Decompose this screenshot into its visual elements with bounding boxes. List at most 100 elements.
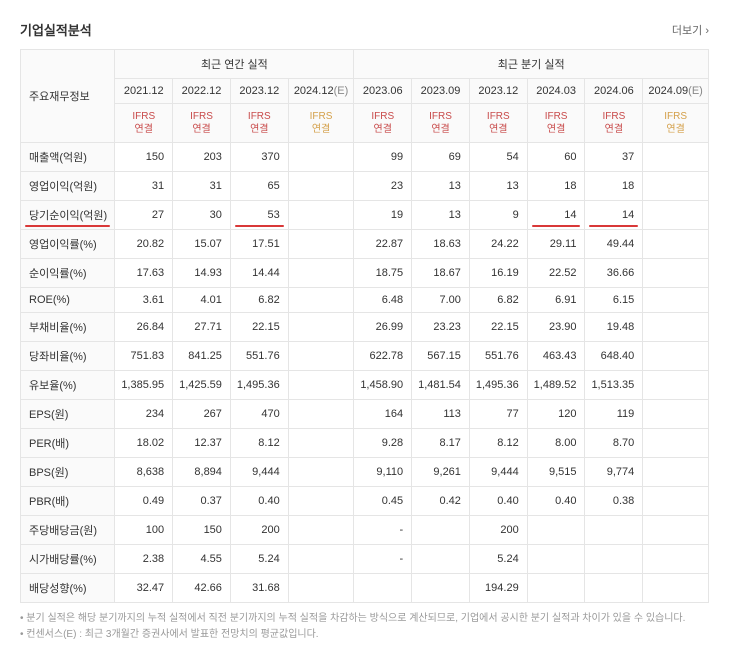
value-cell: 23 — [354, 172, 412, 201]
ifrs-cell: IFRS연결 — [527, 104, 585, 143]
value-cell: 3.61 — [115, 288, 173, 313]
value-cell: 26.99 — [354, 313, 412, 342]
value-cell: 26.84 — [115, 313, 173, 342]
value-cell: 9 — [469, 201, 527, 230]
row-label: 당기순이익(억원) — [21, 201, 115, 230]
table-body: 매출액(억원)1502033709969546037영업이익(억원)313165… — [21, 143, 709, 603]
value-cell: 150 — [173, 516, 231, 545]
value-cell: 4.01 — [173, 288, 231, 313]
value-cell — [643, 230, 709, 259]
value-cell — [288, 458, 354, 487]
value-cell: 18 — [527, 172, 585, 201]
value-cell — [288, 400, 354, 429]
value-cell — [585, 545, 643, 574]
value-cell: 20.82 — [115, 230, 173, 259]
row-label: PER(배) — [21, 429, 115, 458]
value-cell: 49.44 — [585, 230, 643, 259]
value-cell: 14.44 — [230, 259, 288, 288]
value-cell — [643, 429, 709, 458]
main-header: 주요재무정보 — [21, 50, 115, 143]
value-cell — [288, 574, 354, 603]
value-cell: 6.82 — [230, 288, 288, 313]
value-cell: 22.15 — [469, 313, 527, 342]
value-cell: 18.63 — [412, 230, 470, 259]
value-cell: 6.82 — [469, 288, 527, 313]
value-cell: 18 — [585, 172, 643, 201]
value-cell: 9,261 — [412, 458, 470, 487]
row-label: 순이익률(%) — [21, 259, 115, 288]
period-cell: 2024.09(E) — [643, 79, 709, 104]
value-cell: 1,495.36 — [469, 371, 527, 400]
table-row: 부채비율(%)26.8427.7122.1526.9923.2322.1523.… — [21, 313, 709, 342]
financial-table: 주요재무정보 최근 연간 실적 최근 분기 실적 2021.122022.12 2… — [20, 49, 709, 603]
table-row: PER(배)18.0212.378.129.288.178.128.008.70 — [21, 429, 709, 458]
value-cell: 113 — [412, 400, 470, 429]
value-cell: 370 — [230, 143, 288, 172]
ifrs-cell: IFRS연결 — [173, 104, 231, 143]
value-cell: 648.40 — [585, 342, 643, 371]
value-cell: 100 — [115, 516, 173, 545]
period-cell: 2023.06 — [354, 79, 412, 104]
value-cell: 9,515 — [527, 458, 585, 487]
value-cell — [643, 201, 709, 230]
value-cell: 8.70 — [585, 429, 643, 458]
value-cell: 42.66 — [173, 574, 231, 603]
row-label: EPS(원) — [21, 400, 115, 429]
footnote-line: 분기 실적은 해당 분기까지의 누적 실적에서 직전 분기까지의 누적 실적을 … — [20, 611, 709, 627]
period-cell: 2021.12 — [115, 79, 173, 104]
value-cell: 0.40 — [527, 487, 585, 516]
ifrs-cell: IFRS연결 — [412, 104, 470, 143]
row-label: BPS(원) — [21, 458, 115, 487]
value-cell: 8.00 — [527, 429, 585, 458]
value-cell: 1,458.90 — [354, 371, 412, 400]
value-cell — [412, 545, 470, 574]
value-cell: 150 — [115, 143, 173, 172]
period-cell: 2023.09 — [412, 79, 470, 104]
value-cell: 0.42 — [412, 487, 470, 516]
period-cell: 2022.12 — [173, 79, 231, 104]
value-cell: 15.07 — [173, 230, 231, 259]
ifrs-cell: IFRS연결 — [354, 104, 412, 143]
value-cell — [643, 574, 709, 603]
value-cell: 23.23 — [412, 313, 470, 342]
value-cell: 17.51 — [230, 230, 288, 259]
value-cell: 31 — [115, 172, 173, 201]
table-row: 시가배당률(%)2.384.555.24-5.24 — [21, 545, 709, 574]
value-cell: 8.12 — [469, 429, 527, 458]
value-cell: 9,444 — [230, 458, 288, 487]
value-cell — [288, 201, 354, 230]
table-row: 유보율(%)1,385.951,425.591,495.361,458.901,… — [21, 371, 709, 400]
value-cell — [643, 342, 709, 371]
value-cell: 0.45 — [354, 487, 412, 516]
value-cell — [585, 516, 643, 545]
value-cell: 18.75 — [354, 259, 412, 288]
annual-group: 최근 연간 실적 — [115, 50, 354, 79]
value-cell — [643, 487, 709, 516]
value-cell: 99 — [354, 143, 412, 172]
value-cell: 119 — [585, 400, 643, 429]
value-cell: 164 — [354, 400, 412, 429]
value-cell: 4.55 — [173, 545, 231, 574]
more-link[interactable]: 더보기 — [672, 22, 709, 38]
value-cell: 14.93 — [173, 259, 231, 288]
table-row: 매출액(억원)1502033709969546037 — [21, 143, 709, 172]
value-cell: 267 — [173, 400, 231, 429]
value-cell — [527, 545, 585, 574]
value-cell — [288, 371, 354, 400]
table-row: EPS(원)23426747016411377120119 — [21, 400, 709, 429]
table-row: 영업이익률(%)20.8215.0717.5122.8718.6324.2229… — [21, 230, 709, 259]
value-cell: 24.22 — [469, 230, 527, 259]
table-row: PBR(배)0.490.370.400.450.420.400.400.38 — [21, 487, 709, 516]
row-label: 영업이익률(%) — [21, 230, 115, 259]
value-cell: 17.63 — [115, 259, 173, 288]
ifrs-cell: IFRS연결 — [230, 104, 288, 143]
value-cell — [288, 259, 354, 288]
value-cell: 9.28 — [354, 429, 412, 458]
value-cell: 6.15 — [585, 288, 643, 313]
value-cell — [412, 516, 470, 545]
value-cell — [643, 143, 709, 172]
value-cell — [288, 487, 354, 516]
value-cell: 37 — [585, 143, 643, 172]
value-cell: 2.38 — [115, 545, 173, 574]
quarter-group: 최근 분기 실적 — [354, 50, 709, 79]
